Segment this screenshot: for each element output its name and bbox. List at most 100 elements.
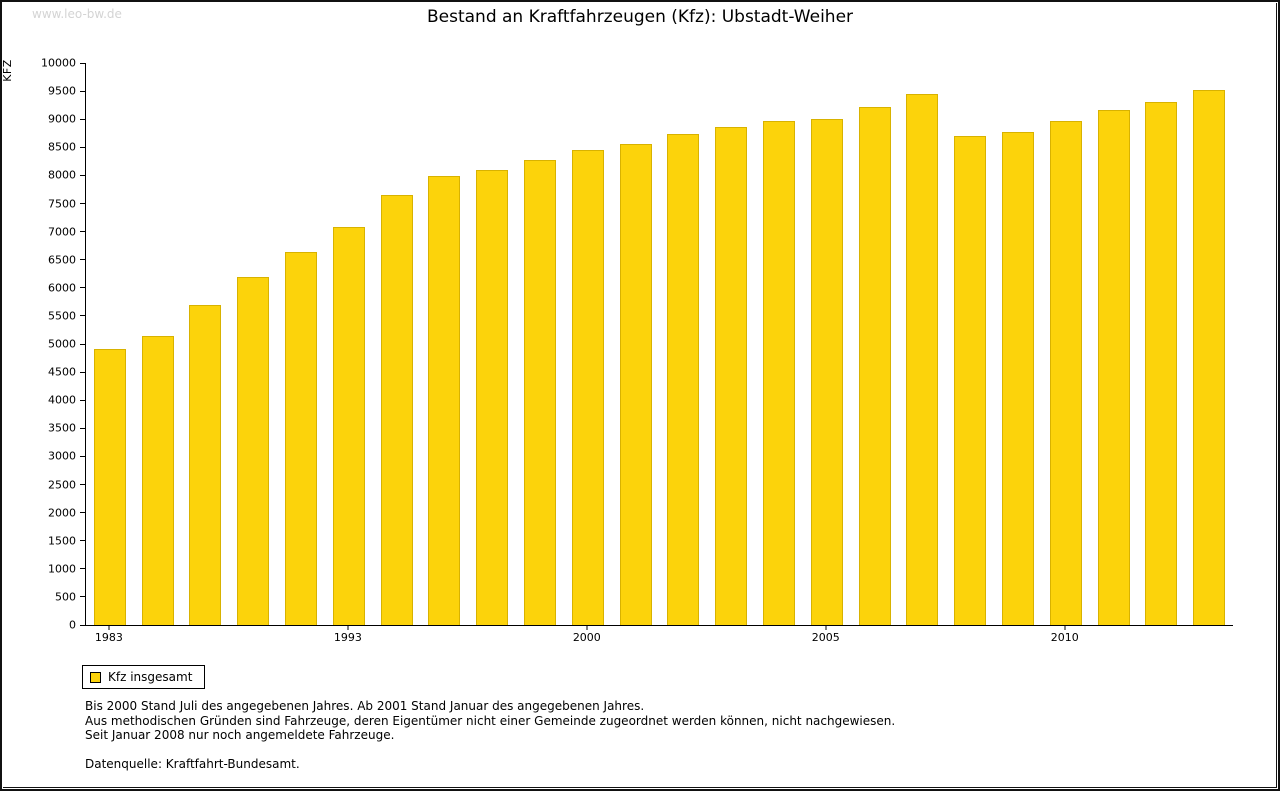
y-tick-mark <box>80 568 85 570</box>
bar <box>763 121 796 625</box>
y-axis: 0 500 1000 1500 2000 2500 3000 3500 4000 4500 5000… <box>2 57 85 632</box>
bar <box>906 93 939 625</box>
bar <box>524 160 557 625</box>
bar-slot <box>755 63 803 625</box>
y-tick-label: 3000 <box>48 449 76 463</box>
footnote-line-1: Bis 2000 Stand Juli des angegebenen Jahr… <box>85 699 645 713</box>
y-tick-mark <box>80 455 85 457</box>
bar-slot <box>229 63 277 625</box>
y-tick-label: 9000 <box>48 112 76 126</box>
bar-slot <box>564 63 612 625</box>
y-tick-label: 2000 <box>48 506 76 520</box>
bar-slot <box>946 63 994 625</box>
watermark: www.leo-bw.de <box>32 7 122 21</box>
y-tick-label: 5500 <box>48 309 76 323</box>
bar <box>954 136 987 625</box>
y-tick-label: 4500 <box>48 365 76 379</box>
y-tick-mark <box>80 315 85 317</box>
y-tick-mark <box>80 62 85 64</box>
x-tick-mark <box>825 626 827 630</box>
y-tick-mark <box>80 146 85 148</box>
x-tick-label: 2000 <box>572 631 601 644</box>
bar <box>619 143 652 625</box>
y-tick-mark <box>80 287 85 289</box>
bar-slot <box>994 63 1042 625</box>
legend-label: Kfz insgesamt <box>108 670 193 684</box>
plot-area <box>85 63 1233 626</box>
y-tick-label: 6000 <box>48 281 76 295</box>
y-tick-mark <box>80 174 85 176</box>
y-tick-mark <box>80 596 85 598</box>
y-tick-label: 7500 <box>48 197 76 210</box>
y-tick-label: 500 <box>55 590 76 604</box>
bar <box>858 107 891 625</box>
y-tick-mark <box>80 343 85 345</box>
x-tick-mark <box>586 626 588 630</box>
y-tick-mark <box>80 259 85 261</box>
y-tick-label: 0 <box>69 618 76 632</box>
bar <box>1145 101 1178 625</box>
bar <box>810 118 843 625</box>
y-tick-mark <box>80 540 85 542</box>
y-tick-label: 1500 <box>48 534 76 548</box>
x-tick-mark <box>108 626 110 630</box>
bar <box>667 133 700 625</box>
bar-slot <box>182 63 230 625</box>
bar <box>93 348 126 625</box>
bar <box>1097 110 1130 625</box>
y-tick-label: 8500 <box>48 140 76 154</box>
y-tick-label: 7000 <box>48 225 76 239</box>
x-tick-mark <box>347 626 349 630</box>
bar-slot <box>516 63 564 625</box>
x-tick-label: 1993 <box>333 631 362 644</box>
y-tick-mark <box>80 399 85 401</box>
x-tick-mark <box>1064 626 1066 630</box>
chart-title: Bestand an Kraftfahrzeugen (Kfz): Ubstad… <box>426 7 854 27</box>
data-source: Datenquelle: Kraftfahrt-Bundesamt. <box>85 756 300 771</box>
bar <box>1049 121 1082 625</box>
y-tick-label: 3500 <box>48 421 76 435</box>
y-tick-mark <box>80 624 85 626</box>
footnote-line-2: Aus methodischen Gründen sind Fahrzeuge,… <box>85 713 896 728</box>
y-tick-mark <box>80 371 85 373</box>
bar-slot <box>421 63 469 625</box>
bar-slot <box>468 63 516 625</box>
legend-swatch-icon <box>90 671 101 683</box>
y-tick-mark <box>80 484 85 485</box>
y-tick-label: 2500 <box>48 478 76 491</box>
x-axis: 1983 1993 2000 2005 2010 <box>85 626 1232 650</box>
bar-slot <box>373 63 421 625</box>
y-tick-label: 8000 <box>48 168 76 182</box>
y-tick-mark <box>80 512 85 514</box>
bar-slot <box>325 63 373 625</box>
bar <box>428 175 461 625</box>
bar <box>380 195 413 625</box>
bar-series <box>86 63 1233 625</box>
y-tick-mark <box>80 90 85 92</box>
bar-slot <box>1185 63 1233 625</box>
bar-slot <box>1042 63 1090 625</box>
bar-slot <box>1138 63 1186 625</box>
y-tick-label: 10000 <box>41 56 76 70</box>
bar <box>715 126 748 625</box>
legend: Kfz insgesamt <box>82 665 206 689</box>
bar <box>571 150 604 625</box>
y-tick-mark <box>80 231 85 233</box>
bar-slot <box>660 63 708 625</box>
y-tick-label: 6500 <box>48 253 76 267</box>
x-tick-label: 2010 <box>1050 631 1079 644</box>
y-tick-mark <box>80 203 85 204</box>
y-tick-mark <box>80 427 85 429</box>
bar-slot <box>612 63 660 625</box>
bar-slot <box>134 63 182 625</box>
bar <box>141 335 174 625</box>
y-tick-label: 4000 <box>48 393 76 407</box>
bar <box>1193 89 1226 625</box>
bar <box>237 277 270 625</box>
bar-slot <box>707 63 755 625</box>
y-tick-label: 5000 <box>48 337 76 351</box>
bar-slot <box>277 63 325 625</box>
y-tick-label: 9500 <box>48 84 76 98</box>
y-tick-label: 1000 <box>48 562 76 576</box>
